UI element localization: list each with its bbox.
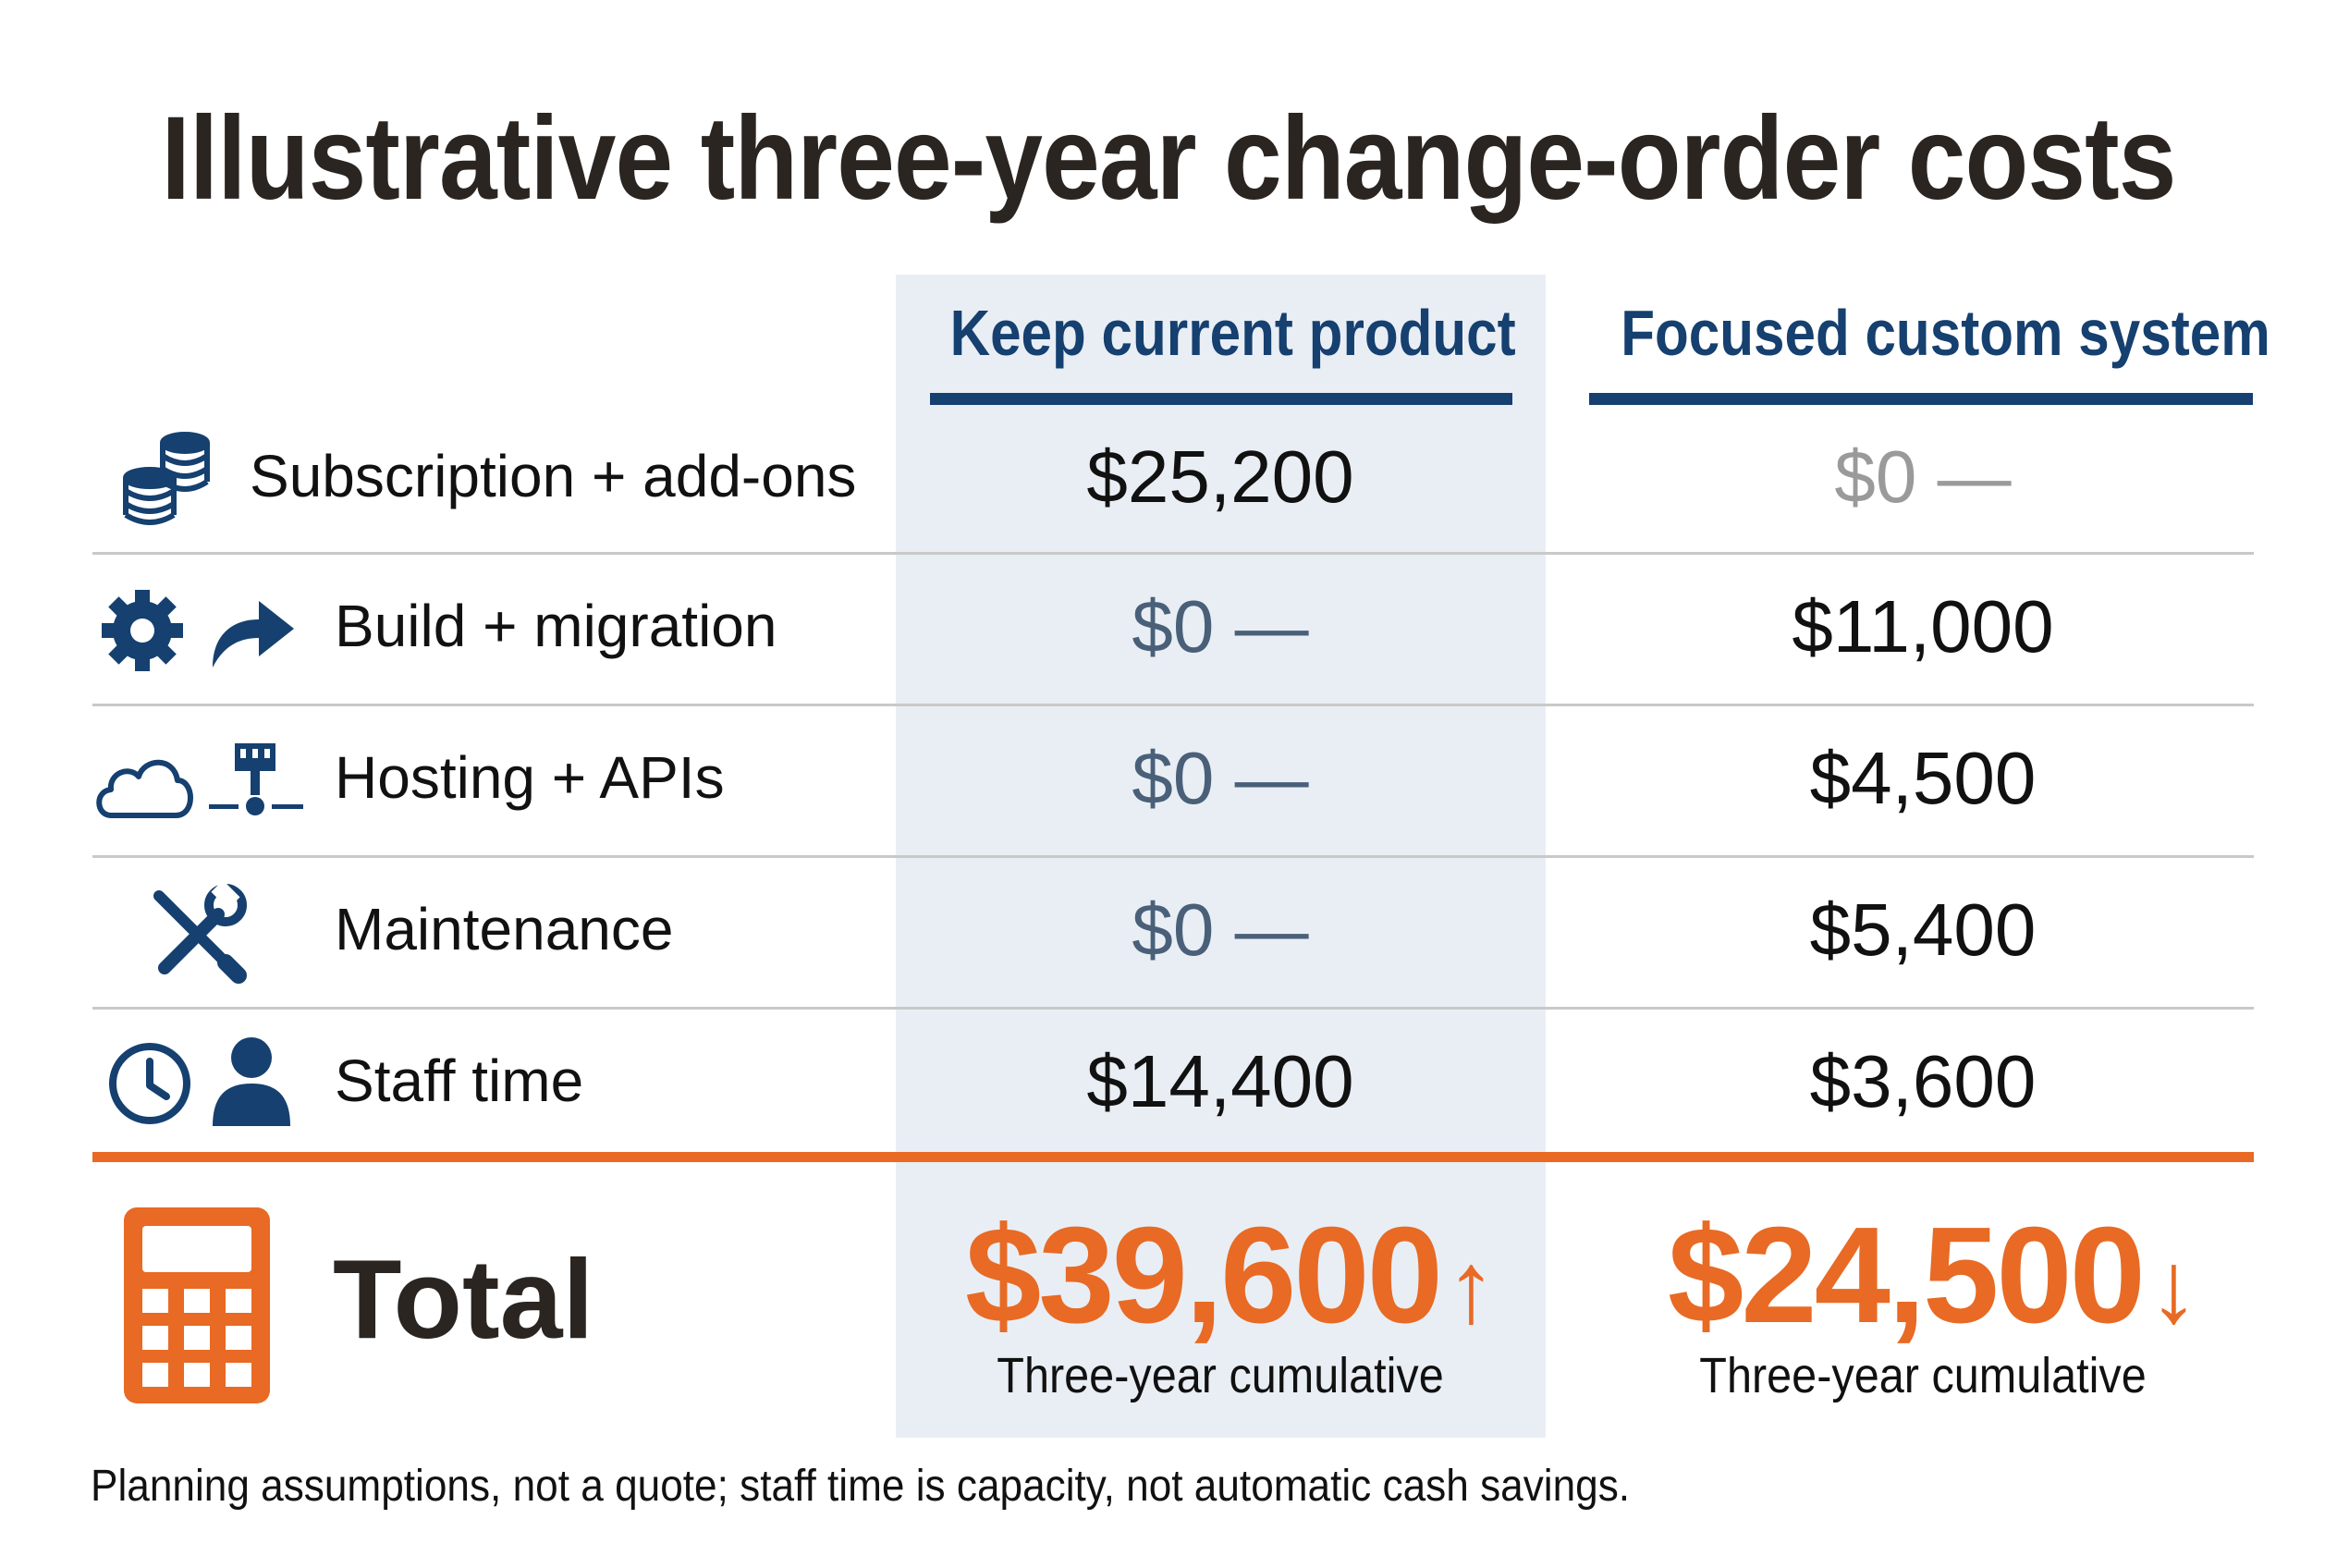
row-divider <box>92 855 2254 858</box>
cell-custom-build: $11,000 <box>1792 585 2054 668</box>
gear-icon <box>102 590 183 671</box>
cloud-icon <box>96 759 193 818</box>
column-header-underline <box>930 393 1512 405</box>
total-divider <box>92 1152 2254 1162</box>
cell-keep-current-maintenance: $0 — <box>1132 888 1309 971</box>
total-keep-current-value: $39,600 <box>965 1199 1443 1352</box>
total-label: Total <box>333 1236 594 1362</box>
network-icon <box>209 743 303 815</box>
forward-arrow-icon <box>213 601 294 668</box>
cell-keep-current-build: $0 — <box>1132 585 1309 668</box>
row-divider <box>92 1007 2254 1010</box>
row-label-subscription: Subscription + add-ons <box>250 443 857 509</box>
cell-keep-current-staff: $14,400 <box>1086 1040 1354 1122</box>
column-header-custom-system: Focused custom system <box>1621 297 2270 369</box>
row-divider <box>92 704 2254 706</box>
cell-custom-hosting: $4,500 <box>1809 737 2037 819</box>
total-custom-system-value: $24,500 <box>1668 1199 2146 1352</box>
cell-custom-subscription: $0 — <box>1834 435 2012 518</box>
column-header-underline <box>1589 393 2253 405</box>
wrench-screwdriver-icon <box>153 883 247 984</box>
row-label-hosting-apis: Hosting + APIs <box>335 744 725 811</box>
cell-keep-current-hosting: $0 — <box>1132 737 1309 819</box>
calculator-icon <box>124 1207 270 1403</box>
total-custom-system: $24,500↓ <box>1609 1197 2256 1354</box>
page-title: Illustrative three-year change-order cos… <box>161 92 2176 225</box>
total-note-custom-system: Three-year cumulative <box>1699 1348 2147 1403</box>
column-header-keep-current: Keep current product <box>949 297 1516 369</box>
total-keep-current: $39,600↑ <box>915 1197 1544 1354</box>
cell-custom-staff: $3,600 <box>1809 1040 2037 1122</box>
down-arrow-icon: ↓ <box>2147 1231 2199 1344</box>
row-label-build-migration: Build + migration <box>335 593 777 659</box>
cell-keep-current-subscription: $25,200 <box>1086 435 1354 518</box>
row-label-staff-time: Staff time <box>335 1047 584 1114</box>
total-note-keep-current: Three-year cumulative <box>997 1348 1444 1403</box>
person-icon <box>213 1037 290 1126</box>
cell-custom-maintenance: $5,400 <box>1809 888 2037 971</box>
row-label-maintenance: Maintenance <box>335 896 674 962</box>
up-arrow-icon: ↑ <box>1445 1231 1497 1344</box>
row-divider <box>92 552 2254 555</box>
clock-icon <box>109 1043 190 1124</box>
footnote: Planning assumptions, not a quote; staff… <box>91 1462 1631 1511</box>
coin-stack-icon <box>123 432 210 525</box>
